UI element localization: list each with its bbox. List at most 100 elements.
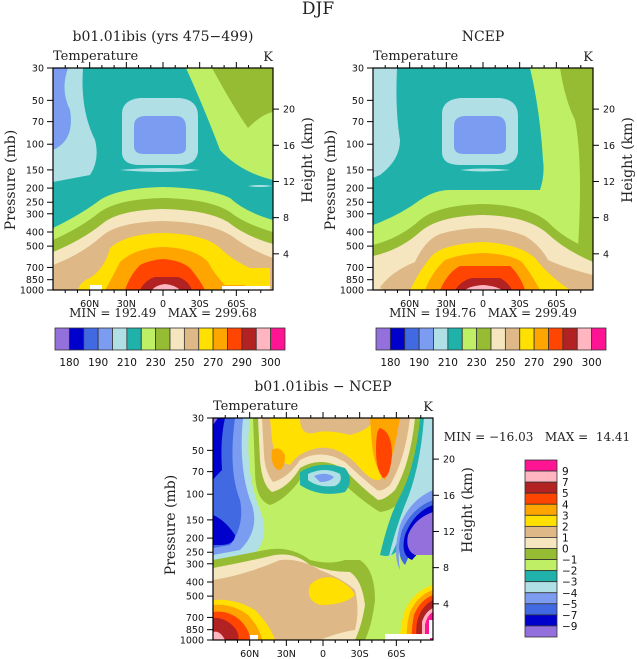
colorbar-label: 300: [582, 357, 602, 369]
y-tick-label: 850: [346, 275, 364, 286]
colorbar-swatch: [562, 327, 578, 351]
y-tick-label: 30: [192, 414, 204, 425]
x-tick-label: 30S: [351, 649, 369, 659]
figure-title: DJF: [302, 0, 334, 19]
colorbar-label: −3: [562, 577, 577, 589]
colorbar-label: 230: [146, 357, 166, 369]
y-tick-label: 150: [186, 515, 204, 526]
x-tick-label: 60N: [400, 299, 419, 310]
x-tick-label: 60N: [80, 299, 99, 310]
colorbar-swatch: [524, 581, 558, 594]
y-right-tick-label: 12: [603, 177, 615, 188]
units-label: K: [583, 50, 593, 65]
y-axis-right: 4 8 12 16 20: [273, 105, 295, 260]
colorbar-swatch: [97, 327, 113, 351]
y-tick-label: 200: [186, 534, 204, 545]
colorbar-label: −1: [562, 555, 577, 567]
colorbar-label: −7: [562, 610, 577, 622]
y-tick-label: 400: [186, 577, 204, 588]
colorbar-label: −2: [562, 566, 577, 578]
colorbar-label: 210: [117, 357, 137, 369]
colorbar-swatch: [548, 327, 564, 351]
y-tick-label: 700: [26, 263, 44, 274]
contour-level-cornflower: [134, 116, 186, 154]
colorbar-label: 250: [174, 357, 194, 369]
y-tick-label: 500: [26, 242, 44, 253]
y-right-tick-label: 20: [603, 105, 615, 116]
colorbar-swatch: [524, 570, 558, 583]
panel-title: NCEP: [462, 29, 505, 45]
y-tick-label: 100: [346, 140, 364, 151]
units-label: K: [423, 400, 433, 415]
colorbar-swatch: [389, 327, 406, 351]
colorbar-swatch: [524, 481, 558, 494]
y-right-tick-label: 16: [443, 491, 455, 502]
y-axis-right-label: Height (km): [620, 117, 636, 203]
y-tick-label: 100: [26, 140, 44, 151]
contour-field: [53, 68, 273, 290]
colorbar-label: 4: [562, 499, 569, 511]
colorbar-swatch: [255, 327, 272, 351]
colorbar-label: 1: [562, 532, 569, 544]
x-tick-label: 0: [160, 299, 166, 310]
y-tick-label: 500: [346, 242, 364, 253]
y-tick-label: 50: [192, 446, 204, 457]
min-max-stats: MIN = 194.76 MAX = 299.49: [389, 306, 577, 320]
contour-level-olive: [212, 68, 273, 128]
colorbar-label: −4: [562, 588, 578, 600]
y-tick-label: 700: [346, 263, 364, 274]
panel-difference: b01.01ibis − NCEP Temperature K: [163, 379, 630, 659]
y-right-tick-label: 16: [283, 141, 295, 152]
colorbar-swatch: [533, 327, 549, 351]
colorbar-swatch: [461, 327, 478, 351]
colorbar-swatch: [490, 327, 506, 351]
y-right-tick-label: 8: [443, 563, 449, 574]
y-tick-label: 100: [186, 490, 204, 501]
colorbar-swatch: [447, 327, 463, 351]
colorbar-swatch: [524, 603, 558, 616]
y-tick-label: 30: [352, 64, 364, 75]
colorbar-swatch: [83, 327, 99, 351]
variable-label: Temperature: [373, 49, 458, 64]
y-tick-label: 700: [186, 613, 204, 624]
contour-level-cornflower: [53, 68, 71, 150]
x-tick-label: 30S: [511, 299, 529, 310]
x-axis: 60N 30N 0 30S 60S: [384, 62, 582, 310]
y-right-tick-label: 12: [443, 527, 455, 538]
min-max-stats: MIN = −16.03 MAX = 14.41: [444, 430, 630, 444]
variable-label: Temperature: [213, 399, 298, 414]
colorbar-swatch: [68, 327, 85, 351]
y-tick-label: 50: [352, 96, 364, 107]
contour-field: [373, 68, 593, 290]
y-tick-label: 400: [26, 227, 44, 238]
colorbar-label: 290: [553, 357, 573, 369]
colorbar-label: 3: [562, 510, 569, 522]
colorbar-label: 210: [438, 357, 458, 369]
colorbar-label: 270: [203, 357, 223, 369]
y-tick-label: 400: [346, 227, 364, 238]
y-tick-label: 250: [26, 198, 44, 209]
colorbar-swatch: [524, 548, 558, 560]
x-tick-label: 30N: [437, 299, 456, 310]
colorbar-swatch: [524, 537, 558, 549]
y-tick-label: 200: [346, 184, 364, 195]
colorbar-swatch: [524, 614, 558, 627]
y-tick-label: 300: [346, 209, 364, 220]
y-tick-label: 250: [186, 548, 204, 559]
contour-level-powderblue: [53, 68, 97, 182]
x-tick-label: 60S: [547, 299, 565, 310]
panel-model: b01.01ibis (yrs 475−499) Temperature K: [3, 29, 316, 369]
colorbar-label: −9: [562, 621, 577, 633]
x-tick-label: 60N: [240, 649, 259, 659]
colorbar-swatch: [183, 327, 200, 351]
colorbar-label: 180: [380, 357, 400, 369]
colorbar-swatch: [524, 492, 558, 505]
colorbar-label: 7: [562, 477, 569, 489]
colorbar-label: 180: [59, 357, 79, 369]
y-right-tick-label: 20: [443, 455, 455, 466]
colorbar-swatch: [140, 327, 157, 351]
colorbar-label: 300: [261, 357, 281, 369]
colorbar-swatch: [241, 327, 257, 351]
y-axis-right-label: Height (km): [300, 117, 316, 203]
